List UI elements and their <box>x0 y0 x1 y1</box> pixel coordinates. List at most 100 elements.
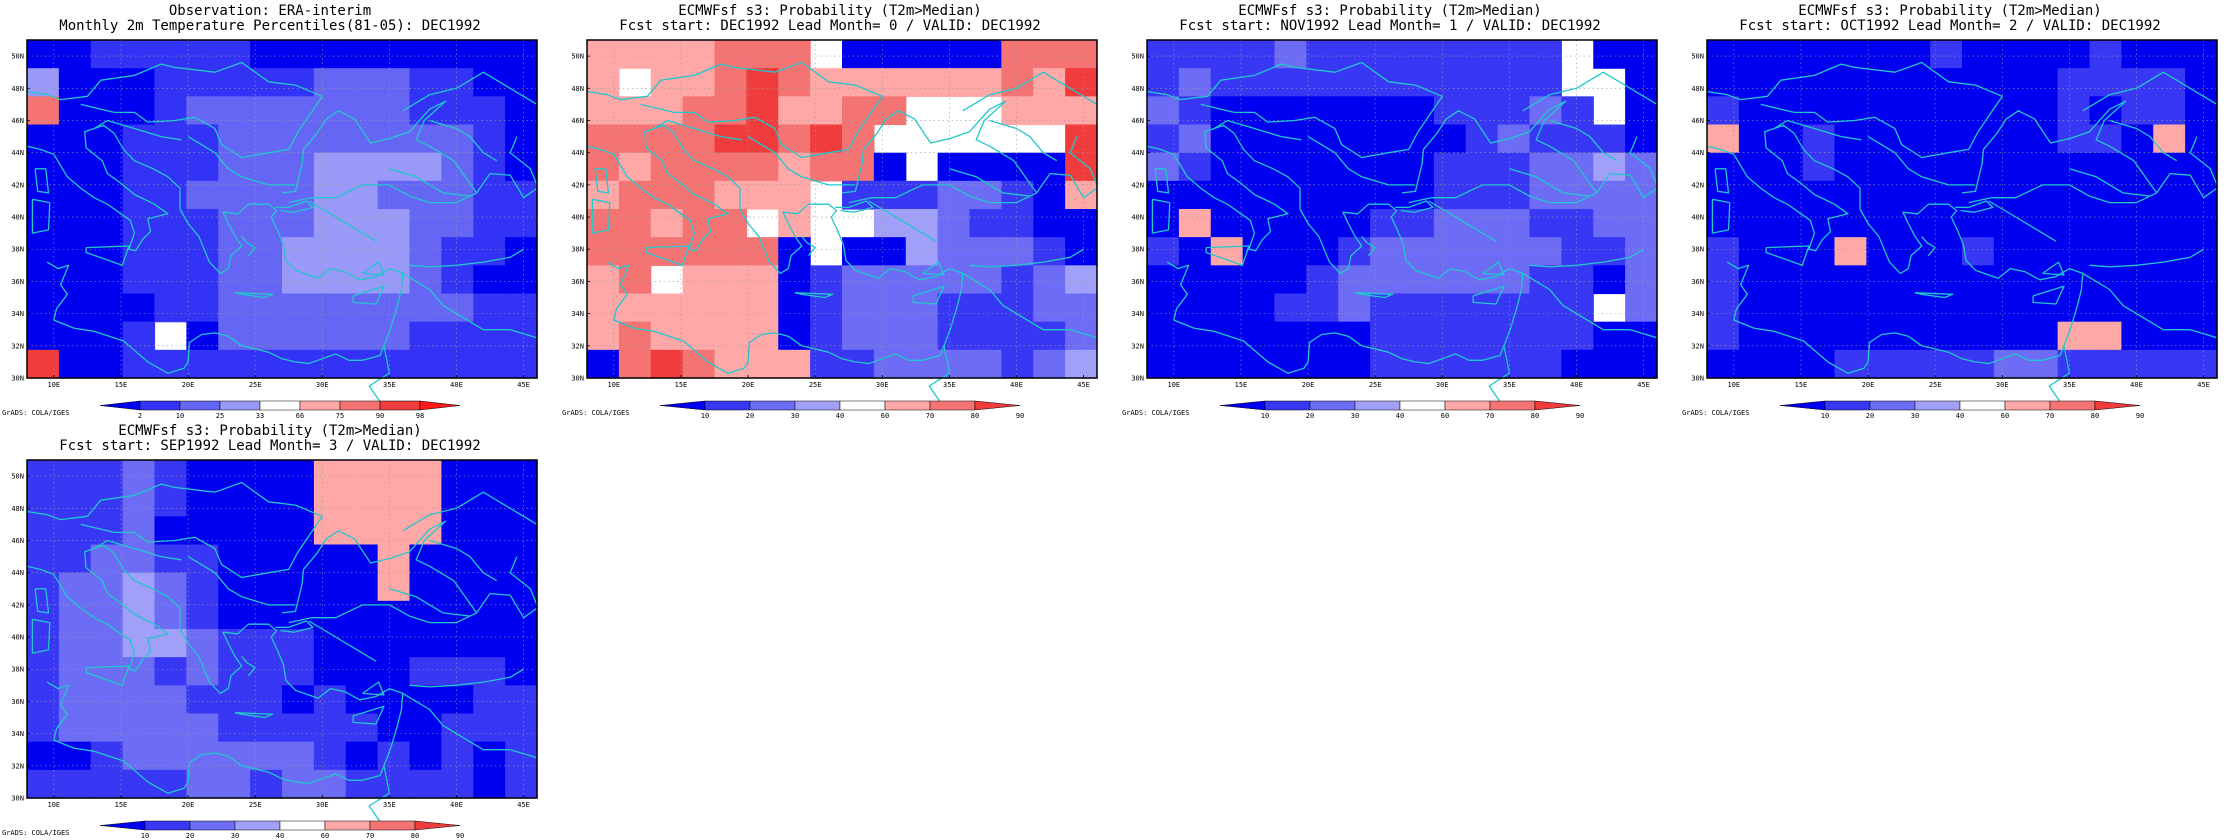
grid-cell <box>1370 96 1403 126</box>
grid-cell <box>1770 124 1804 154</box>
coastline <box>2089 248 2204 268</box>
grid-cell <box>746 265 779 295</box>
grid-cell <box>250 544 283 574</box>
grid-cell <box>473 629 506 658</box>
grid-cell <box>1529 40 1562 69</box>
grid-cell <box>409 40 442 69</box>
grid-cell <box>1993 349 2027 379</box>
grid-cell <box>313 572 347 602</box>
coastline <box>1867 136 1976 186</box>
grid-cell <box>218 40 251 69</box>
lon-tick-label: 40E <box>2130 381 2143 389</box>
grid-cell <box>1866 96 1899 126</box>
grid-cell <box>618 293 652 323</box>
panel-title: Observation: ERA-interim <box>168 3 372 19</box>
grid-cell <box>377 629 411 658</box>
grid-cell <box>2057 68 2091 97</box>
grid-cell <box>1593 124 1626 154</box>
coastline <box>2048 345 2071 406</box>
grid-cell <box>218 237 251 266</box>
grid-cell <box>58 40 92 69</box>
colorbar-label: 70 <box>2046 412 2054 420</box>
coastline <box>949 168 1030 197</box>
grid-cell <box>1625 293 1658 323</box>
grid-cell <box>2089 265 2122 295</box>
coastline <box>46 261 189 374</box>
colorbar-swatch <box>259 400 301 411</box>
grid-cell <box>1707 349 1740 379</box>
grid-cell <box>969 180 1002 210</box>
grid-cell <box>873 265 907 295</box>
grid-cell <box>441 657 474 686</box>
grid-cell <box>1802 124 1836 154</box>
grid-cell <box>1962 96 1995 126</box>
coastline <box>1154 168 1170 194</box>
grid-cell <box>250 209 283 238</box>
grid-cell <box>441 209 474 238</box>
grid-cell <box>1593 349 1626 379</box>
coastline <box>389 588 470 617</box>
colorbar-label: 40 <box>276 832 284 840</box>
lon-tick-label: 30E <box>1436 381 1449 389</box>
lat-tick-label: 34N <box>1691 310 1704 318</box>
coastline <box>586 61 883 159</box>
panel-title: ECMWFsf s3: Probability (T2m>Median) <box>118 423 422 439</box>
grid-cell <box>409 237 442 266</box>
panel-subtitle: Fcst start: NOV1992 Lead Month= 1 / VALI… <box>1179 18 1601 34</box>
grid-cell <box>810 293 843 323</box>
grid-cell <box>1065 265 1098 295</box>
grid-cell <box>1242 293 1276 323</box>
grid-cell <box>1147 237 1180 266</box>
grid-cell <box>714 293 747 323</box>
grid-cell <box>1306 209 1339 238</box>
coastline <box>1069 136 1098 186</box>
grid-cell <box>345 152 379 182</box>
grid-cell <box>1834 124 1867 154</box>
colorbar-swatch <box>794 400 841 411</box>
colorbar-swatch <box>2049 400 2096 411</box>
grid-cell <box>409 544 442 574</box>
grid-cell <box>1065 349 1098 379</box>
coastline <box>1711 198 1731 234</box>
grid-cell <box>618 152 652 182</box>
grid-cell <box>154 293 187 323</box>
grid-cell <box>27 124 60 154</box>
grid-cell <box>1338 180 1371 210</box>
colorbar-swatch <box>369 820 416 831</box>
coastline <box>409 248 524 268</box>
panel-forecast-lead-0: ECMWFsf s3: Probability (T2m>Median) Fcs… <box>560 0 1120 420</box>
grid-cell <box>505 685 538 715</box>
grid-cell <box>1898 180 1931 210</box>
grid-cell <box>587 321 620 351</box>
colorbar-swatch <box>704 400 751 411</box>
grid-cell <box>186 321 219 351</box>
lat-tick-label: 34N <box>571 310 584 318</box>
grid-cell <box>1033 265 1066 295</box>
grid-cell <box>2025 68 2059 97</box>
grid-cell <box>937 180 971 210</box>
grid-cell <box>1433 237 1467 266</box>
grid-cell <box>1033 152 1066 182</box>
grid-cell <box>905 321 939 351</box>
grid-cell <box>2121 96 2154 126</box>
grid-cell <box>1370 124 1403 154</box>
lon-tick-label: 10E <box>48 801 61 809</box>
grid-cell <box>714 237 747 266</box>
grid-cell <box>1962 321 1995 351</box>
coastline <box>835 200 874 213</box>
grid-cell <box>1001 265 1034 295</box>
grid-cell <box>122 265 156 295</box>
lat-labels: 50N 48N 46N 44N 42N 40N 38N 36N 34N 32N 30N <box>1691 53 1710 383</box>
colorbar-label: 40 <box>1396 412 1404 420</box>
grid-cell <box>1433 293 1467 323</box>
colorbar-swatch <box>1824 400 1871 411</box>
grid-cell <box>313 544 347 574</box>
colorbar-label: 10 <box>701 412 709 420</box>
grid-cell <box>345 460 379 489</box>
coastline <box>2156 172 2218 199</box>
grid-cell <box>1210 293 1244 323</box>
coastline <box>1307 136 1416 186</box>
grid-cell <box>218 180 251 210</box>
grid-cell <box>1147 152 1180 182</box>
grid-cell <box>313 293 347 323</box>
